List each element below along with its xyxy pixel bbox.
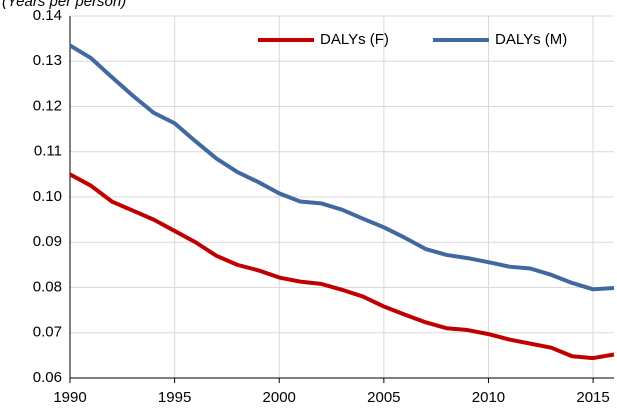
x-tick-label: 2000: [263, 389, 296, 406]
x-tick-label: 2005: [367, 389, 400, 406]
y-tick-label: 0.11: [34, 143, 62, 160]
data-line: [68, 43, 615, 292]
y-tick-label: 0.10: [33, 188, 62, 205]
legend-label: DALYs (F): [320, 31, 389, 48]
x-tick-label: 1990: [53, 389, 86, 406]
y-tick-label: 0.06: [33, 369, 62, 386]
y-axis-label: (Years per person): [2, 0, 126, 10]
x-tick-label: 1995: [158, 389, 191, 406]
y-tick-label: 0.09: [33, 233, 62, 250]
y-tick-label: 0.07: [33, 324, 62, 341]
x-tick-label: 2010: [472, 389, 505, 406]
y-tick-label: 0.13: [33, 52, 62, 69]
y-tick-label: 0.12: [33, 97, 62, 114]
legend-label: DALYs (M): [495, 31, 567, 48]
y-tick-label: 0.14: [33, 7, 62, 24]
data-line: [69, 172, 615, 361]
y-tick-label: 0.08: [33, 278, 62, 295]
x-tick-label: 2015: [576, 389, 609, 406]
